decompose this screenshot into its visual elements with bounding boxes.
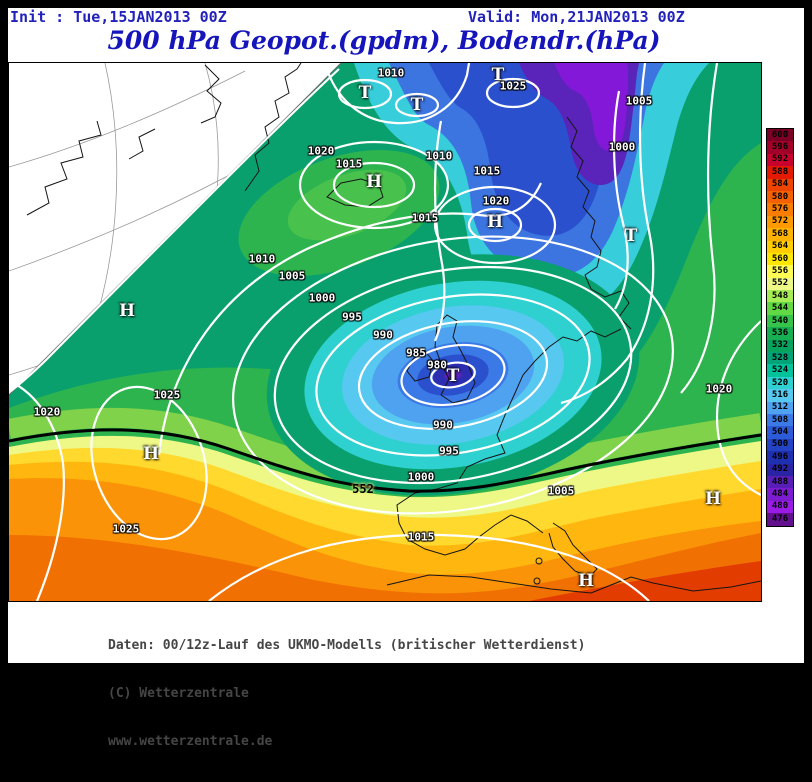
colorbar: 600 596 592 588 584 580 576 572 568 564 560 556 552 5… — [766, 128, 794, 527]
colorbar-value: 572 — [771, 216, 789, 227]
colorbar-cell: 572 — [767, 215, 793, 229]
colorbar-cell: 512 — [767, 401, 793, 414]
colorbar-value: 508 — [771, 414, 789, 425]
colorbar-value: 568 — [771, 228, 789, 239]
init-time-label: Init : Tue,15JAN2013 00Z — [10, 8, 227, 26]
colorbar-cell: 532 — [767, 339, 793, 353]
colorbar-cell: 536 — [767, 327, 793, 340]
thickness-552-line — [9, 428, 761, 493]
colorbar-cell: 560 — [767, 252, 793, 266]
colorbar-value: 560 — [771, 253, 789, 264]
colorbar-value: 592 — [771, 154, 789, 165]
colorbar-value: 576 — [771, 204, 789, 215]
colorbar-cell: 524 — [767, 364, 793, 377]
colorbar-cell: 500 — [767, 438, 793, 452]
colorbar-cell: 548 — [767, 290, 793, 303]
weather-map: 1010 1025 1005 1000 T T T 1020 1015 1010 1015 H H 101… — [8, 62, 762, 602]
colorbar-cell: 508 — [767, 413, 793, 427]
colorbar-value: 584 — [771, 179, 789, 190]
colorbar-value: 512 — [771, 402, 789, 413]
colorbar-value: 596 — [771, 142, 789, 153]
colorbar-cell: 484 — [767, 488, 793, 501]
colorbar-cell: 540 — [767, 314, 793, 328]
coastline-outside-domain — [26, 64, 222, 216]
colorbar-value: 532 — [771, 340, 789, 351]
colorbar-value: 476 — [771, 513, 789, 524]
footer-data-source: Daten: 00/12z-Lauf des UKMO-Modells (bri… — [108, 638, 586, 653]
colorbar-value: 496 — [771, 451, 789, 462]
colorbar-cell: 588 — [767, 166, 793, 179]
colorbar-value: 516 — [771, 389, 789, 400]
colorbar-value: 488 — [771, 476, 789, 487]
colorbar-cell: 580 — [767, 190, 793, 204]
colorbar-cell: 544 — [767, 302, 793, 315]
colorbar-cell: 480 — [767, 500, 793, 514]
colorbar-value: 552 — [771, 278, 789, 289]
colorbar-value: 564 — [771, 241, 789, 252]
weather-map-canvas — [9, 63, 761, 601]
colorbar-cell: 492 — [767, 463, 793, 476]
colorbar-cell: 496 — [767, 451, 793, 464]
chart-sheet: Init : Tue,15JAN2013 00Z Valid: Mon,21JA… — [8, 8, 804, 749]
colorbar-cell: 584 — [767, 178, 793, 191]
colorbar-cell: 528 — [767, 352, 793, 365]
colorbar-value: 500 — [771, 439, 789, 450]
colorbar-value: 524 — [771, 365, 789, 376]
colorbar-value: 540 — [771, 315, 789, 326]
colorbar-cell: 556 — [767, 265, 793, 278]
colorbar-cell: 596 — [767, 141, 793, 154]
colorbar-value: 492 — [771, 464, 789, 475]
colorbar-value: 520 — [771, 377, 789, 388]
valid-time-label: Valid: Mon,21JAN2013 00Z — [468, 8, 685, 26]
colorbar-cell: 476 — [767, 513, 793, 526]
colorbar-cell: 552 — [767, 277, 793, 291]
colorbar-cell: 576 — [767, 203, 793, 216]
colorbar-value: 528 — [771, 352, 789, 363]
colorbar-value: 548 — [771, 290, 789, 301]
colorbar-value: 580 — [771, 191, 789, 202]
colorbar-value: 504 — [771, 427, 789, 438]
colorbar-cell: 516 — [767, 389, 793, 402]
footer: Daten: 00/12z-Lauf des UKMO-Modells (bri… — [108, 606, 585, 782]
colorbar-value: 536 — [771, 327, 789, 338]
colorbar-cell: 592 — [767, 153, 793, 167]
colorbar-cell: 568 — [767, 228, 793, 241]
colorbar-value: 556 — [771, 265, 789, 276]
colorbar-cell: 520 — [767, 376, 793, 390]
colorbar-cell: 564 — [767, 240, 793, 253]
colorbar-cell: 600 — [767, 129, 793, 142]
colorbar-value: 600 — [771, 129, 789, 140]
weather-chart-page: { "header": { "init": "Init : Tue,15JAN2… — [8, 8, 804, 749]
chart-title: 500 hPa Geopot.(gpdm), Bodendr.(hPa) — [107, 26, 661, 55]
colorbar-cell: 488 — [767, 475, 793, 489]
isobars — [9, 63, 761, 601]
colorbar-value: 484 — [771, 489, 789, 500]
footer-copyright: (C) Wetterzentrale — [108, 686, 249, 701]
colorbar-value: 588 — [771, 166, 789, 177]
footer-website: www.wetterzentrale.de — [108, 734, 273, 749]
colorbar-value: 544 — [771, 303, 789, 314]
colorbar-value: 480 — [771, 501, 789, 512]
colorbar-cell: 504 — [767, 426, 793, 439]
